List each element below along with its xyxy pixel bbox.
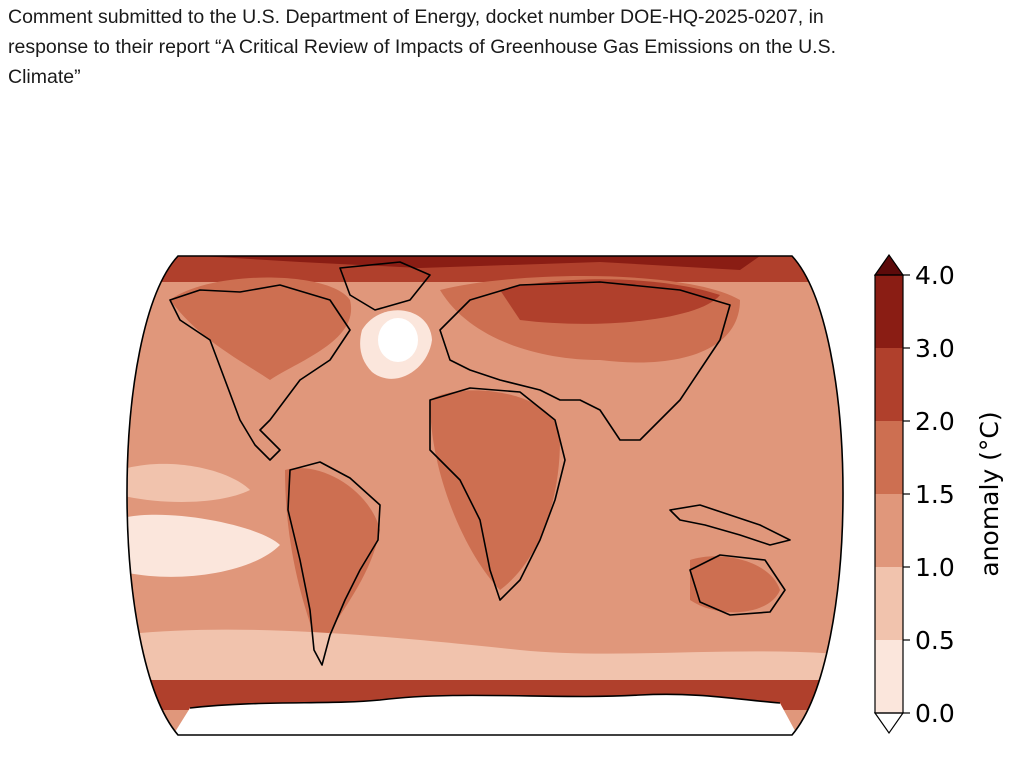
africa-coastline [429,387,566,601]
colorbar-bin-5 [875,275,903,348]
document-header: Comment submitted to the U.S. Department… [8,2,1018,92]
colorbar-under-extend [873,712,905,735]
europe-asia-coastline [439,281,731,441]
colorbar-over-extend [873,253,905,276]
colorbar-tick-label-5: 3.0 [915,334,955,363]
africa-warm [430,390,560,590]
north-atlantic-cold-core [378,318,418,362]
colorbar: 0.0 0.5 1.0 1.5 2.0 3.0 4.0 anomaly (°C) [873,253,1004,735]
north-america-coastline [169,284,351,461]
siberia-hot [500,279,720,324]
antarctica-coastline [189,693,781,709]
colorbar-bin-3 [875,421,903,494]
east-pacific-cool [127,463,250,502]
north-america-warm [170,277,352,380]
map-globe [126,255,844,736]
arctic-band [127,256,843,282]
colorbar-bin-2 [875,494,903,567]
colorbar-tick-label-4: 2.0 [915,407,955,436]
colorbar-tick-label-6: 4.0 [915,261,955,290]
anomaly-field [127,256,843,735]
globe-outline [126,255,844,736]
colorbar-tick-label-3: 1.5 [915,480,955,509]
colorbar-bin-0 [875,640,903,713]
colorbar-bin-4 [875,348,903,421]
header-line-1: Comment submitted to the U.S. Department… [8,6,824,28]
south-ocean-cool-band [127,629,843,690]
colorbar-bin-1 [875,567,903,640]
header-line-3: Climate” [8,66,81,88]
header-line-2: response to their report “A Critical Rev… [8,36,837,58]
colorbar-tick-label-2: 1.0 [915,553,955,582]
south-pacific-cool [127,514,280,577]
colorbar-tick-label-1: 0.5 [915,626,955,655]
australia-warm [690,556,780,613]
indonesia-coastline [669,504,791,546]
south-america-coastline [287,461,381,666]
australia-coastline [689,554,786,616]
arctic-peak-region [200,256,760,270]
greenland-coastline [339,261,431,311]
antarctica-masked [170,694,800,735]
colorbar-tick-label-0: 0.0 [915,699,955,728]
coastlines [169,261,791,709]
colorbar-label: anomaly (°C) [975,411,1004,576]
